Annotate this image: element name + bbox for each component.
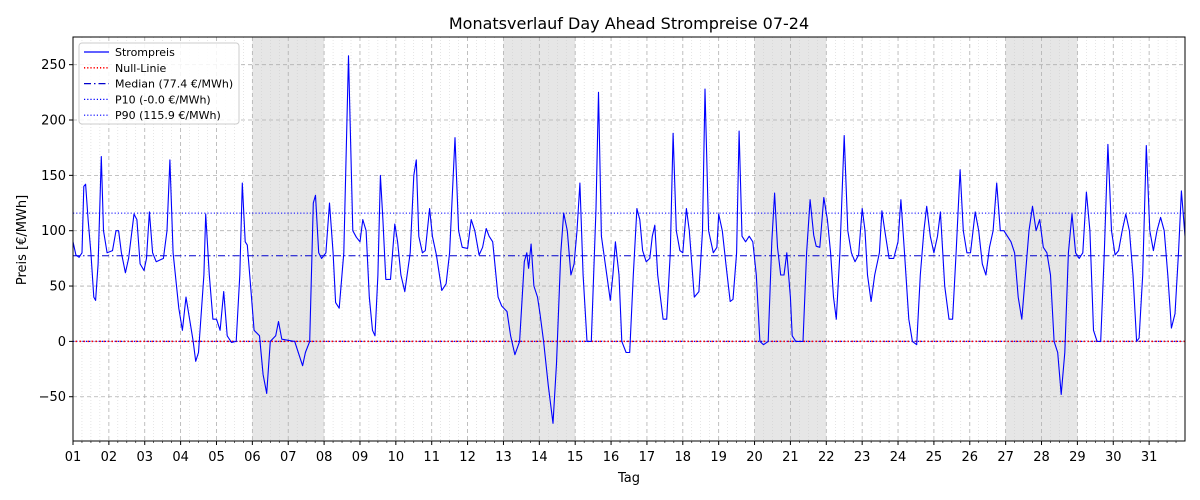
legend-label-price: Strompreis: [115, 46, 175, 59]
legend-label-zero: Null-Linie: [115, 62, 166, 75]
x-tick-label: 04: [172, 450, 189, 465]
y-tick-label: 50: [49, 280, 66, 295]
x-tick-label: 01: [65, 450, 82, 465]
x-tick-label: 16: [603, 450, 620, 465]
chart-title: Monatsverlauf Day Ahead Strompreise 07-2…: [449, 14, 809, 33]
legend: Strompreis Null-Linie Median (77.4 €/MWh) P…: [78, 42, 240, 125]
x-tick-label: 11: [423, 450, 440, 465]
x-tick-label: 14: [531, 450, 548, 465]
x-tick-label: 05: [208, 450, 225, 465]
x-tick-label: 27: [997, 450, 1014, 465]
x-tick-label: 30: [1105, 450, 1122, 465]
x-tick-label: 28: [1033, 450, 1050, 465]
x-tick-label: 29: [1069, 450, 1086, 465]
x-axis-label: Tag: [617, 471, 640, 486]
x-tick-label: 21: [782, 450, 799, 465]
x-tick-label: 06: [244, 450, 261, 465]
x-tick-label: 15: [567, 450, 584, 465]
x-tick-label: 23: [854, 450, 871, 465]
x-tick-label: 24: [890, 450, 907, 465]
x-tick-label: 31: [1141, 450, 1158, 465]
x-tick-label: 10: [388, 450, 405, 465]
x-tick-label: 25: [926, 450, 943, 465]
price-series-line: [73, 55, 1185, 424]
x-tick-label: 18: [675, 450, 692, 465]
x-tick-label: 20: [746, 450, 763, 465]
x-tick-label: 17: [639, 450, 656, 465]
y-axis-label: Preis [€/MWh]: [15, 195, 30, 285]
y-tick-label: 150: [41, 169, 66, 184]
y-tick-label: 200: [41, 114, 66, 129]
legend-label-median: Median (77.4 €/MWh): [115, 78, 233, 91]
x-tick-label: 08: [316, 450, 333, 465]
x-tick-label: 19: [710, 450, 727, 465]
x-tick-label: 07: [280, 450, 297, 465]
x-tick-label: 13: [495, 450, 512, 465]
plot-area: −50 0 50 100 150 200 250 01 02 03 04 05 06 07 08 09 10 11…: [39, 36, 1186, 465]
legend-label-p10: P10 (-0.0 €/MWh): [115, 93, 211, 106]
legend-box: [78, 42, 240, 125]
y-tick-label: 100: [41, 224, 66, 239]
y-tick-label: −50: [39, 390, 66, 405]
x-tick-label: 22: [818, 450, 835, 465]
x-tick-label: 09: [352, 450, 369, 465]
x-tick-label: 26: [962, 450, 979, 465]
y-tick-label: 250: [41, 58, 66, 73]
x-tick-label: 12: [459, 450, 476, 465]
legend-label-p90: P90 (115.9 €/MWh): [115, 109, 221, 122]
y-tick-label: 0: [58, 335, 66, 350]
x-tick-label: 03: [136, 450, 153, 465]
x-tick-label: 02: [101, 450, 118, 465]
